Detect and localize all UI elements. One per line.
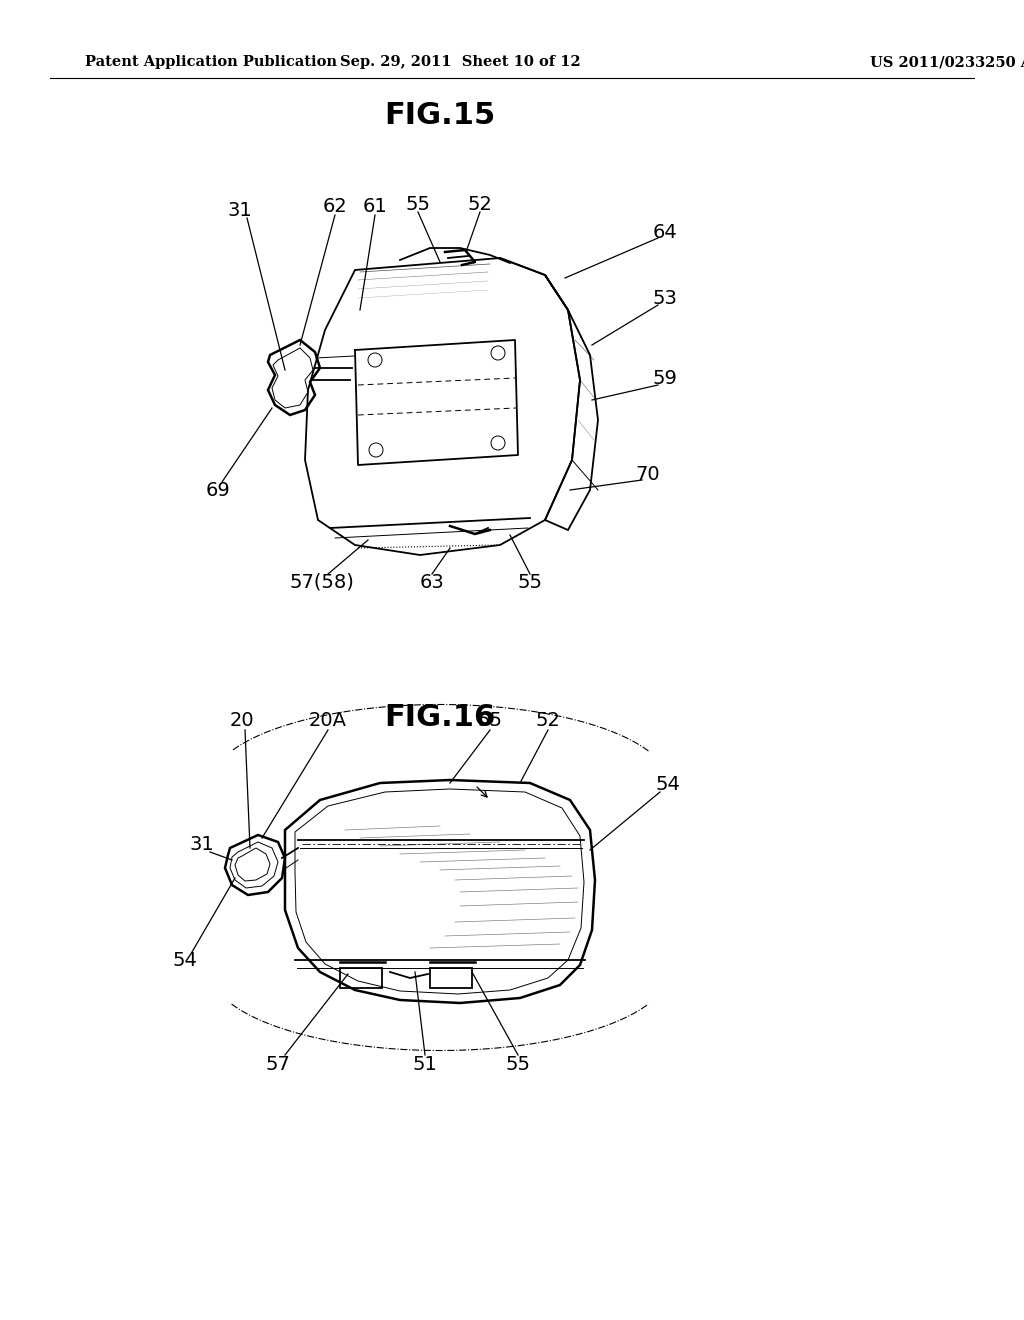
Text: 53: 53 (652, 289, 678, 308)
Text: 55: 55 (517, 573, 543, 591)
Text: 31: 31 (189, 836, 214, 854)
Text: 20A: 20A (309, 710, 347, 730)
Text: 64: 64 (652, 223, 677, 242)
Text: FIG.16: FIG.16 (384, 704, 496, 733)
Text: 69: 69 (206, 480, 230, 499)
Text: US 2011/0233250 A1: US 2011/0233250 A1 (870, 55, 1024, 69)
Text: 52: 52 (536, 710, 560, 730)
Text: 31: 31 (227, 201, 252, 219)
Text: 55: 55 (406, 194, 430, 214)
Text: 63: 63 (420, 573, 444, 591)
Text: 70: 70 (636, 465, 660, 483)
Text: Patent Application Publication: Patent Application Publication (85, 55, 337, 69)
Text: 54: 54 (655, 776, 680, 795)
Text: 59: 59 (652, 368, 678, 388)
Text: 62: 62 (323, 198, 347, 216)
Text: 51: 51 (413, 1056, 437, 1074)
Text: 52: 52 (468, 194, 493, 214)
Text: Sep. 29, 2011  Sheet 10 of 12: Sep. 29, 2011 Sheet 10 of 12 (340, 55, 581, 69)
Text: 57(58): 57(58) (290, 573, 354, 591)
Text: 57: 57 (265, 1056, 291, 1074)
Text: 55: 55 (506, 1056, 530, 1074)
Text: 55: 55 (477, 710, 503, 730)
Text: 54: 54 (173, 950, 198, 969)
Text: FIG.15: FIG.15 (384, 100, 496, 129)
Text: 20: 20 (229, 710, 254, 730)
Text: 61: 61 (362, 198, 387, 216)
